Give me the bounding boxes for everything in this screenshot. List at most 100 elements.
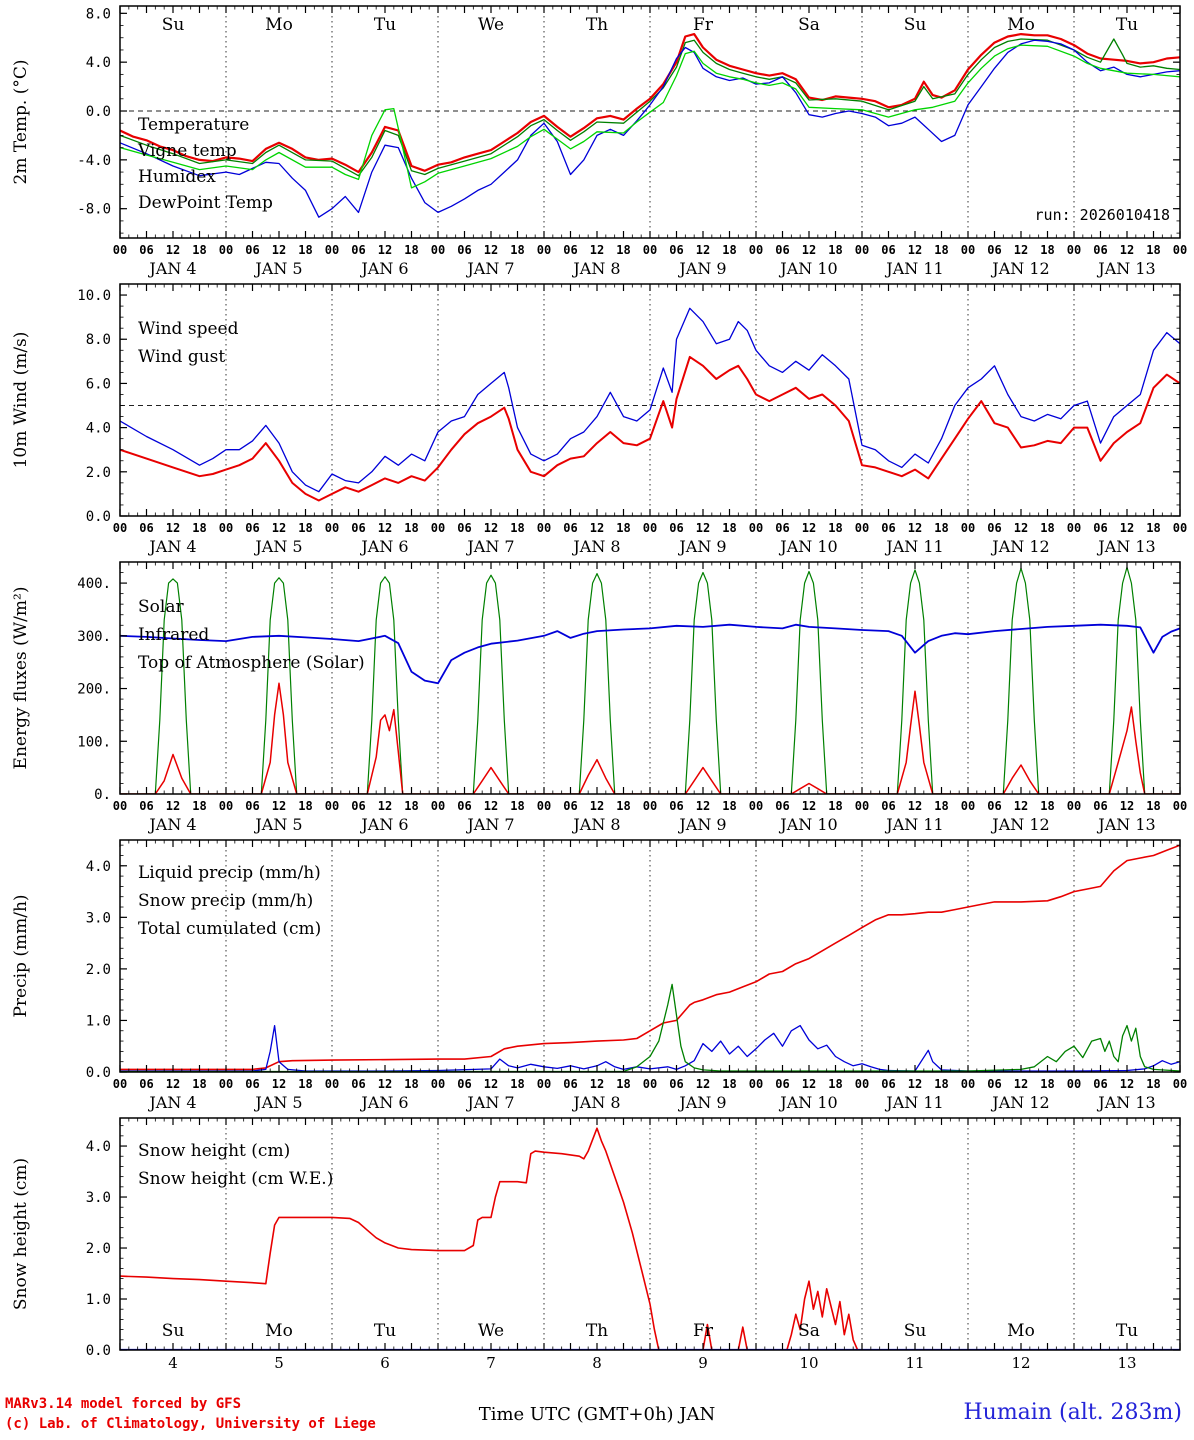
svg-text:Su: Su [162,15,185,35]
svg-text:06: 06 [351,521,365,535]
svg-text:JAN 8: JAN 8 [571,1093,620,1112]
svg-text:12: 12 [908,521,922,535]
svg-text:06: 06 [245,521,259,535]
svg-text:18: 18 [934,521,948,535]
svg-text:06: 06 [139,243,153,257]
svg-text:JAN 4: JAN 4 [147,537,196,556]
series-wind-gust [120,307,1180,493]
svg-text:Fr: Fr [693,1321,714,1341]
svg-text:12: 12 [166,799,180,813]
svg-text:JAN 7: JAN 7 [465,1093,514,1112]
svg-text:JAN 6: JAN 6 [359,815,408,834]
svg-text:10.0: 10.0 [77,288,111,304]
svg-text:00: 00 [219,243,233,257]
svg-text:06: 06 [139,1077,153,1091]
svg-text:Su: Su [904,1321,927,1341]
svg-text:0.0: 0.0 [86,104,111,120]
svg-text:-8.0: -8.0 [77,202,111,218]
plot-border [119,1117,1181,1351]
legend-snow-precip-mm-h-: Snow precip (mm/h) [138,891,313,911]
series-vigne-temp [120,38,1180,177]
svg-text:18: 18 [722,243,736,257]
svg-text:0.0: 0.0 [86,1343,111,1359]
svg-text:12: 12 [484,1077,498,1091]
svg-text:18: 18 [722,799,736,813]
svg-text:00: 00 [1173,799,1187,813]
svg-text:00: 00 [961,799,975,813]
svg-text:200.: 200. [77,682,111,698]
svg-text:06: 06 [563,243,577,257]
svg-text:0.0: 0.0 [86,509,111,525]
panel-2m-temperature: 8.0 4.0 0.0 -4.0 -8.0 00 06 12 18 00 06 12 18 00 06 12 1… [11,5,1187,278]
svg-text:Tu: Tu [1116,1321,1138,1341]
svg-text:18: 18 [828,799,842,813]
svg-text:00: 00 [643,1077,657,1091]
svg-text:Sa: Sa [798,1321,820,1341]
svg-text:4.0: 4.0 [86,55,111,71]
svg-text:06: 06 [245,1077,259,1091]
svg-text:00: 00 [325,243,339,257]
svg-text:12: 12 [1120,521,1134,535]
y-axis-title: Snow height (cm) [11,1158,31,1310]
legend-top-of-atmosphere-solar-: Top of Atmosphere (Solar) [138,653,365,673]
svg-text:00: 00 [749,521,763,535]
svg-text:06: 06 [563,521,577,535]
series-total-cumulated [120,844,1180,1071]
svg-text:12: 12 [1120,243,1134,257]
plot-area [120,6,1180,238]
svg-text:12: 12 [590,521,604,535]
svg-text:6: 6 [380,1354,390,1372]
series-wind-speed [120,355,1180,502]
footer: MARv3.14 model forced by GFS (c) Lab. of… [0,1390,1194,1440]
svg-text:18: 18 [510,521,524,535]
svg-text:JAN 6: JAN 6 [359,259,408,278]
svg-text:12: 12 [696,799,710,813]
svg-text:18: 18 [1146,521,1160,535]
svg-text:18: 18 [298,521,312,535]
y-axis-title: 2m Temp. (°C) [11,59,31,184]
svg-text:06: 06 [775,799,789,813]
svg-text:06: 06 [669,1077,683,1091]
series-humidex [120,39,1180,218]
svg-text:06: 06 [563,799,577,813]
svg-text:18: 18 [1040,521,1054,535]
svg-text:JAN 11: JAN 11 [884,815,943,834]
svg-text:00: 00 [537,1077,551,1091]
svg-text:JAN 13: JAN 13 [1096,1093,1155,1112]
svg-text:12: 12 [484,243,498,257]
svg-text:JAN 5: JAN 5 [253,537,302,556]
svg-text:4.0: 4.0 [86,421,111,437]
svg-text:18: 18 [404,1077,418,1091]
svg-text:8.0: 8.0 [86,6,111,22]
svg-text:00: 00 [219,799,233,813]
svg-text:300.: 300. [77,629,111,645]
svg-text:400.: 400. [77,576,111,592]
svg-text:Th: Th [586,1321,608,1341]
svg-text:18: 18 [1040,1077,1054,1091]
svg-text:00: 00 [855,799,869,813]
svg-text:12: 12 [484,799,498,813]
svg-text:12: 12 [1120,1077,1134,1091]
svg-text:JAN 11: JAN 11 [884,259,943,278]
svg-text:00: 00 [749,799,763,813]
svg-text:18: 18 [828,1077,842,1091]
svg-text:12: 12 [908,799,922,813]
svg-text:1.0: 1.0 [86,1013,111,1029]
svg-text:JAN 10: JAN 10 [778,815,837,834]
svg-text:Su: Su [904,15,927,35]
svg-text:06: 06 [987,799,1001,813]
svg-text:00: 00 [1173,1077,1187,1091]
svg-text:00: 00 [431,521,445,535]
svg-text:06: 06 [563,1077,577,1091]
svg-text:12: 12 [1014,1077,1028,1091]
svg-text:JAN 11: JAN 11 [884,537,943,556]
panel-energy-fluxes: 400.300.200.100.0.00 06 12 18 00 06 12 18 00 06 12… [11,561,1187,834]
svg-text:12: 12 [378,521,392,535]
axis-labels: 00 06 12 18 00 06 12 18 00 06 12 18 00 06 12 18 00 06 12 18… [11,319,1187,556]
y-axis-title: 10m Wind (m/s) [11,332,31,469]
svg-text:12: 12 [1011,1354,1030,1372]
svg-text:06: 06 [987,1077,1001,1091]
svg-text:Mo: Mo [1007,1321,1035,1341]
svg-text:06: 06 [245,799,259,813]
series-infrared [120,623,1180,685]
